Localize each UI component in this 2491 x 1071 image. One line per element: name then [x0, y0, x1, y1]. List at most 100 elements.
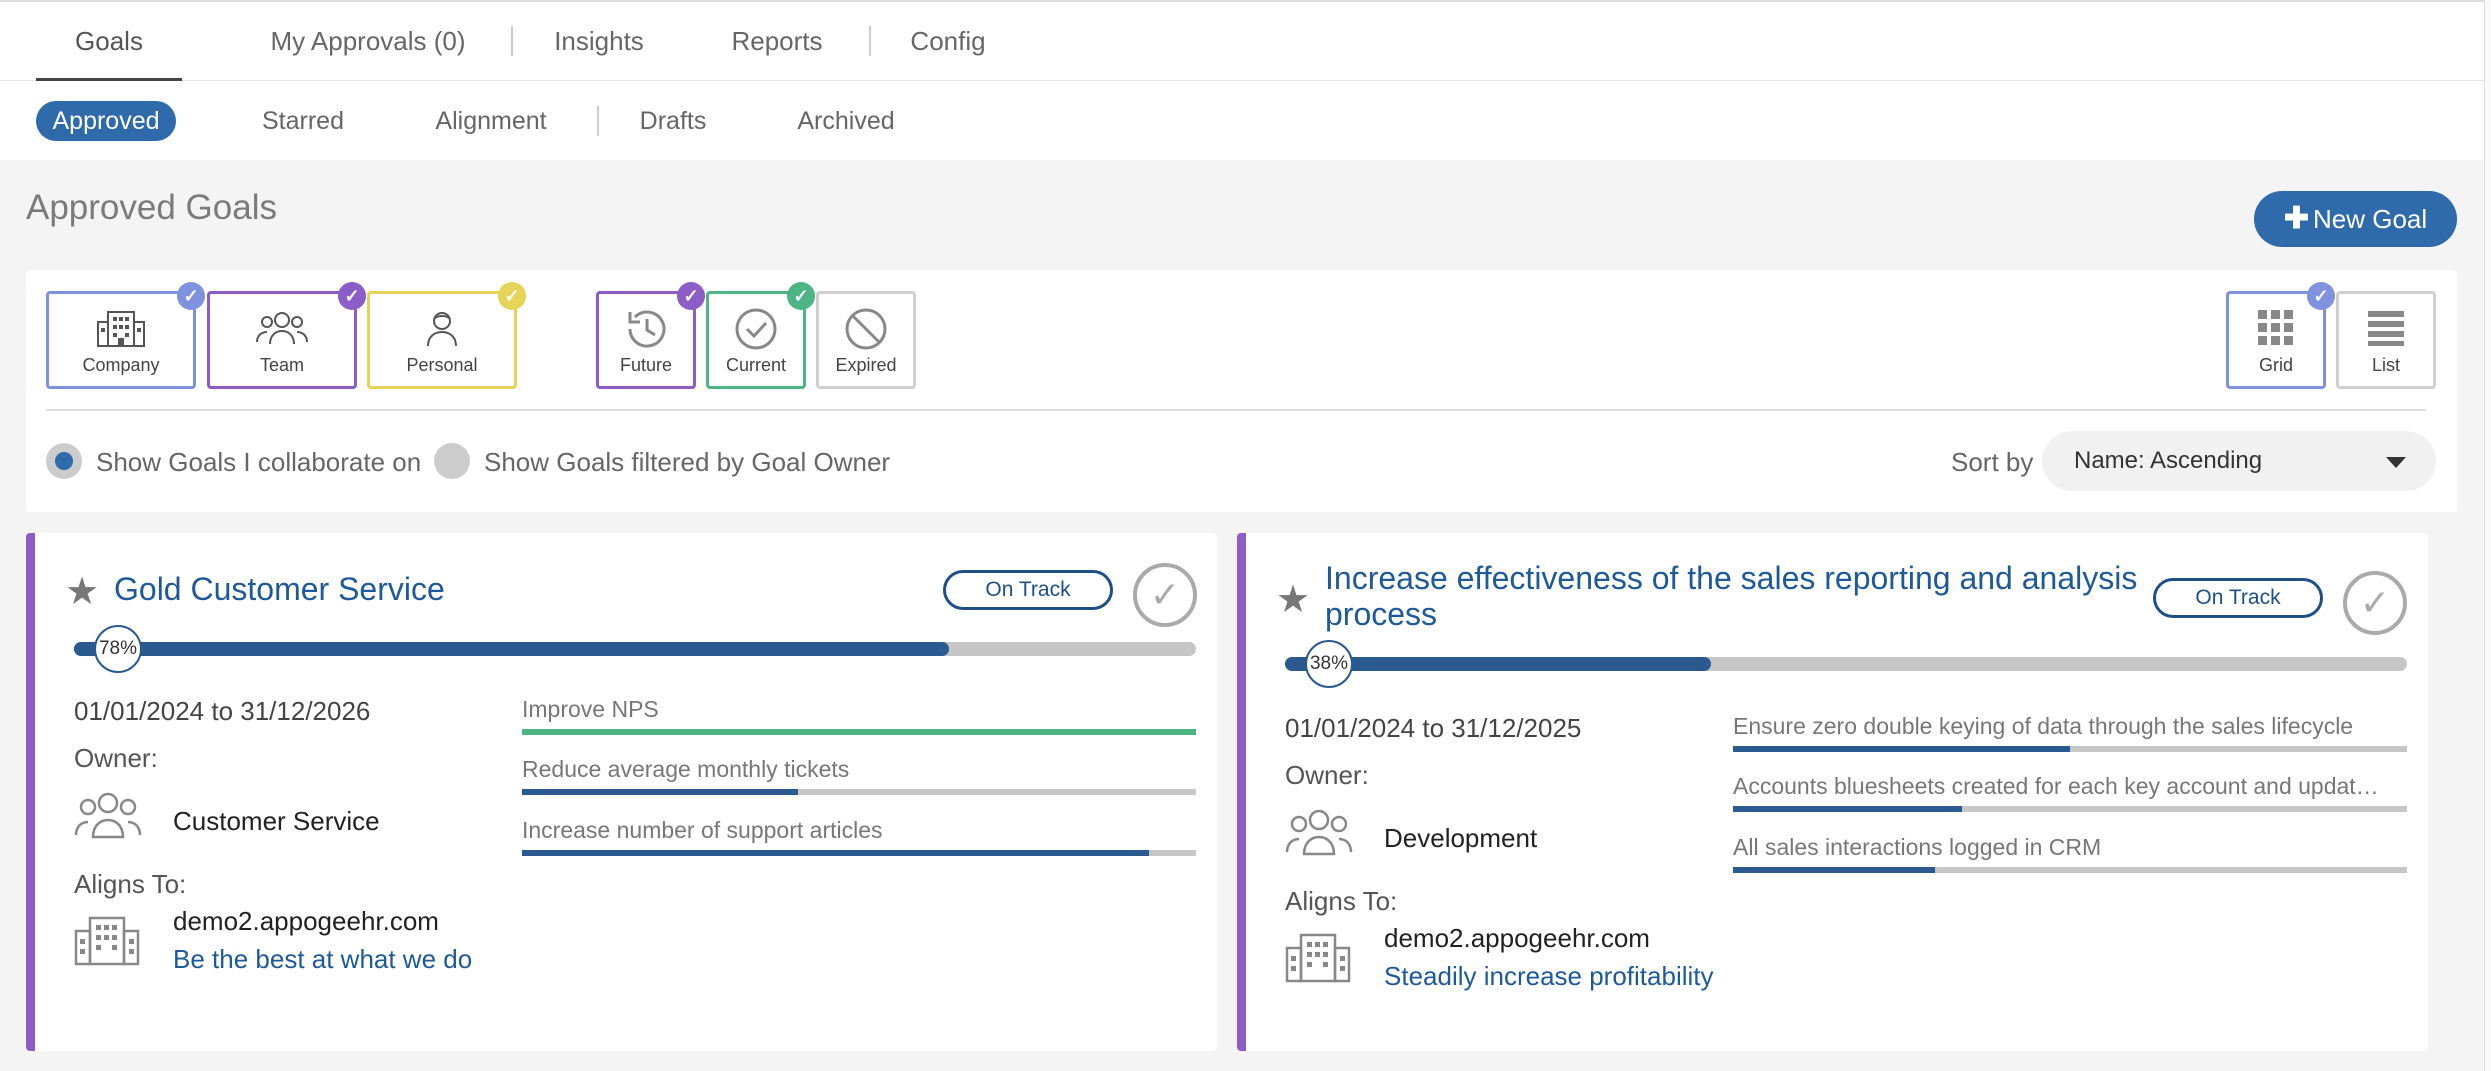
subtab-alignment[interactable]: Alignment: [435, 107, 547, 135]
tab-my-approvals[interactable]: My Approvals (0): [270, 26, 466, 56]
checkmark-icon: ✓: [787, 282, 815, 310]
star-icon[interactable]: ★: [65, 571, 100, 613]
radio-collaborate[interactable]: [46, 443, 82, 479]
filter-current-button[interactable]: Current ✓: [706, 282, 815, 389]
goal-dates: 01/01/2024 to 31/12/2025: [1285, 713, 1582, 743]
status-badge: On Track: [2153, 578, 2323, 618]
radio-collaborate-label[interactable]: Show Goals I collaborate on: [96, 447, 422, 477]
status-badge: On Track: [943, 570, 1113, 610]
sort-value: Name: Ascending: [2074, 447, 2263, 474]
goal-progress-fill: [1285, 657, 1712, 671]
view-grid-button[interactable]: Grid ✓: [2226, 282, 2335, 389]
filter-company-button[interactable]: Company ✓: [46, 282, 205, 389]
align-goal-link[interactable]: Steadily increase profitability: [1384, 961, 1714, 991]
goal-progress-fill: [74, 642, 950, 656]
key-result[interactable]: Accounts bluesheets created for each key…: [1733, 773, 2407, 812]
tab-insights[interactable]: Insights: [554, 26, 644, 56]
aligns-label: Aligns To:: [74, 869, 187, 899]
building-icon: [96, 308, 146, 353]
history-icon: [622, 306, 670, 357]
filter-label: Team: [259, 355, 304, 375]
filter-label: List: [2371, 355, 2400, 375]
checkmark-icon: ✓: [2307, 282, 2335, 310]
building-icon: [74, 915, 140, 972]
goal-progress-bar: [74, 642, 1196, 656]
key-result-label: Increase number of support articles: [522, 817, 883, 843]
radio-goal-owner-label[interactable]: Show Goals filtered by Goal Owner: [484, 447, 891, 477]
tab-divider: [511, 26, 513, 56]
chevron-down-icon: [2386, 457, 2406, 468]
aligns-label: Aligns To:: [1285, 886, 1398, 916]
sort-label: Sort by: [1951, 447, 2034, 477]
complete-check-icon[interactable]: ✓: [1133, 563, 1197, 627]
goal-card[interactable]: ★ Increase effectiveness of the sales re…: [1237, 533, 2428, 1051]
key-result[interactable]: Ensure zero double keying of data throug…: [1733, 713, 2407, 752]
subtab-starred[interactable]: Starred: [262, 107, 344, 135]
sort-select[interactable]: Name: Ascending: [2042, 431, 2436, 491]
key-result-progress-fill: [1733, 806, 1963, 812]
align-domain: demo2.appogeehr.com: [1384, 923, 1650, 953]
goal-title[interactable]: Increase effectiveness of the sales repo…: [1325, 560, 2138, 632]
ban-icon: [843, 306, 889, 357]
goal-progress-badge: 38%: [1305, 640, 1353, 688]
key-result-progress-bar: [522, 729, 1196, 735]
check-circle-icon: [733, 306, 779, 357]
checkmark-icon: ✓: [338, 282, 366, 310]
key-result-progress-bar: [522, 789, 1196, 795]
owner-label: Owner:: [74, 743, 158, 773]
subtab-archived[interactable]: Archived: [797, 107, 895, 135]
filter-future-button[interactable]: Future ✓: [596, 282, 705, 389]
key-result-label: Ensure zero double keying of data throug…: [1733, 713, 2354, 739]
radio-goal-owner[interactable]: [434, 443, 470, 479]
key-result-progress-bar: [1733, 867, 2407, 873]
tab-goals[interactable]: Goals: [36, 2, 182, 82]
filter-expired-button[interactable]: Expired: [816, 291, 916, 389]
grid-icon: [2258, 310, 2294, 351]
subtab-approved[interactable]: Approved: [36, 101, 176, 141]
key-result-progress-bar: [1733, 746, 2407, 752]
plus-icon: ✚: [2283, 202, 2309, 235]
goal-title[interactable]: Gold Customer Service: [114, 571, 445, 607]
scrollbar[interactable]: [2484, 0, 2491, 1071]
goal-card[interactable]: ★ Gold Customer Service On Track ✓ 78% 0…: [26, 533, 1217, 1051]
goal-progress-bar: [1285, 657, 2407, 671]
goal-dates: 01/01/2024 to 31/12/2026: [74, 696, 371, 726]
filter-label: Personal: [406, 355, 478, 375]
owner-name[interactable]: Customer Service: [173, 806, 380, 836]
complete-check-icon[interactable]: ✓: [2343, 571, 2407, 635]
page-title: Approved Goals: [26, 188, 277, 227]
key-result-progress-fill: [1733, 746, 2070, 752]
top-nav: Goals My Approvals (0) Insights Reports …: [0, 0, 2491, 82]
tab-divider: [869, 26, 871, 56]
filter-label: Grid: [2258, 355, 2293, 375]
team-icon: [74, 789, 142, 846]
team-icon: [255, 308, 309, 353]
key-result-progress-fill: [522, 850, 1149, 856]
filter-panel: Company ✓ Team ✓ Personal ✓ Future ✓ Cur…: [26, 270, 2457, 512]
filter-personal-button[interactable]: Personal ✓: [367, 282, 526, 389]
owner-name[interactable]: Development: [1384, 823, 1538, 853]
key-result[interactable]: Improve NPS: [522, 696, 1196, 735]
subtab-drafts[interactable]: Drafts: [639, 107, 707, 135]
person-icon: [422, 308, 462, 353]
key-result-progress-fill: [1733, 867, 1936, 873]
key-result-label: Accounts bluesheets created for each key…: [1733, 773, 2379, 799]
tab-reports[interactable]: Reports: [731, 26, 823, 56]
star-icon[interactable]: ★: [1276, 579, 1311, 621]
checkmark-icon: ✓: [677, 282, 705, 310]
owner-label: Owner:: [1285, 760, 1369, 790]
building-icon: [1285, 932, 1351, 989]
subtab-divider: [597, 106, 599, 136]
view-list-button[interactable]: List: [2336, 291, 2436, 389]
key-result[interactable]: Reduce average monthly tickets: [522, 756, 1196, 795]
new-goal-button[interactable]: ✚ New Goal: [2254, 191, 2457, 247]
tab-config[interactable]: Config: [910, 26, 986, 56]
align-goal-link[interactable]: Be the best at what we do: [173, 944, 473, 974]
filter-team-button[interactable]: Team ✓: [207, 282, 366, 389]
filter-label: Company: [82, 355, 160, 375]
key-result[interactable]: Increase number of support articles: [522, 817, 1196, 856]
filter-label: Future: [619, 355, 673, 375]
align-domain: demo2.appogeehr.com: [173, 906, 439, 936]
key-result[interactable]: All sales interactions logged in CRM: [1733, 834, 2407, 873]
filter-label: Current: [725, 355, 787, 375]
